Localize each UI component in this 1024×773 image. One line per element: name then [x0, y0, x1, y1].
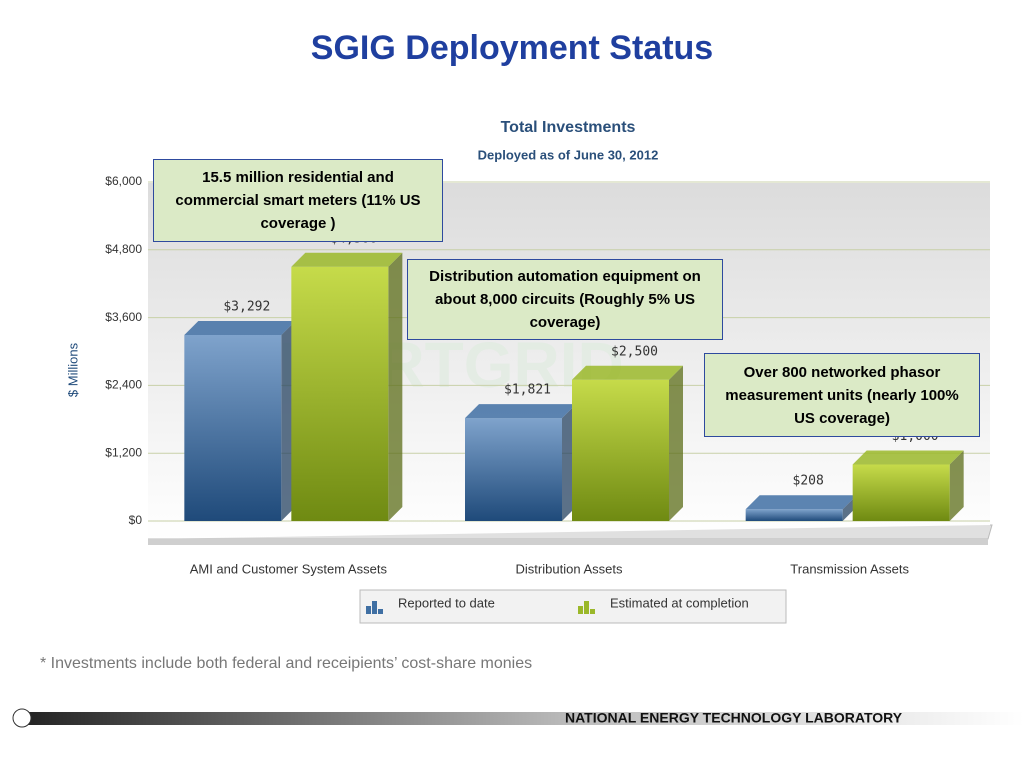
legend	[359, 589, 787, 624]
y-tick-label: $6,000	[105, 174, 142, 188]
chart-subtitle: Deployed as of June 30, 2012	[478, 147, 659, 162]
legend-swatch	[590, 609, 595, 614]
bar-top	[184, 321, 296, 336]
value-label: $1,821	[504, 383, 551, 398]
footer-bar	[18, 712, 1024, 725]
footnote: * Investments include both federal and r…	[40, 655, 532, 672]
bar-top	[852, 450, 964, 465]
y-axis-label: $ Millions	[65, 342, 80, 397]
y-tick-label: $0	[129, 513, 143, 527]
legend-label: Estimated at completion	[610, 595, 749, 610]
bar-side	[669, 365, 683, 521]
bar-top	[572, 365, 683, 380]
legend-swatch	[578, 606, 583, 614]
bar-top	[745, 495, 857, 510]
bar	[852, 464, 950, 521]
slide-title: SGIG Deployment Status	[311, 29, 713, 67]
bar	[291, 266, 389, 521]
footer-logo	[12, 708, 32, 728]
bar	[465, 418, 562, 521]
legend-swatch	[366, 606, 371, 614]
bar-top	[291, 252, 403, 267]
y-tick-label: $2,400	[105, 378, 142, 392]
bar-top	[465, 404, 576, 419]
value-label: $3,292	[223, 300, 270, 315]
legend-swatch	[584, 601, 589, 614]
y-tick-label: $4,800	[105, 242, 142, 256]
annotation: Distribution automation equipment on abo…	[407, 259, 723, 340]
y-tick-label: $1,200	[105, 445, 142, 459]
bar-side	[949, 450, 964, 521]
chart-title: Total Investments	[501, 119, 636, 136]
legend-swatch	[378, 609, 383, 614]
legend-swatch	[372, 601, 377, 614]
footer-text: NATIONAL ENERGY TECHNOLOGY LABORATORY	[565, 710, 903, 726]
x-tick-label: Distribution Assets	[516, 561, 623, 576]
y-tick-label: $3,600	[105, 310, 142, 324]
bar-side	[388, 252, 403, 521]
value-label: $2,500	[611, 344, 658, 359]
annotation: 15.5 million residential and commercial …	[153, 159, 443, 242]
x-tick-label: Transmission Assets	[790, 561, 909, 576]
value-label: $208	[793, 474, 824, 489]
legend-label: Reported to date	[398, 595, 495, 610]
annotation: Over 800 networked phasor measurement un…	[704, 353, 980, 437]
bar	[184, 335, 282, 521]
plot-floor-front	[148, 539, 988, 545]
bar	[745, 509, 843, 521]
bar	[572, 379, 669, 521]
x-tick-label: AMI and Customer System Assets	[190, 561, 388, 576]
